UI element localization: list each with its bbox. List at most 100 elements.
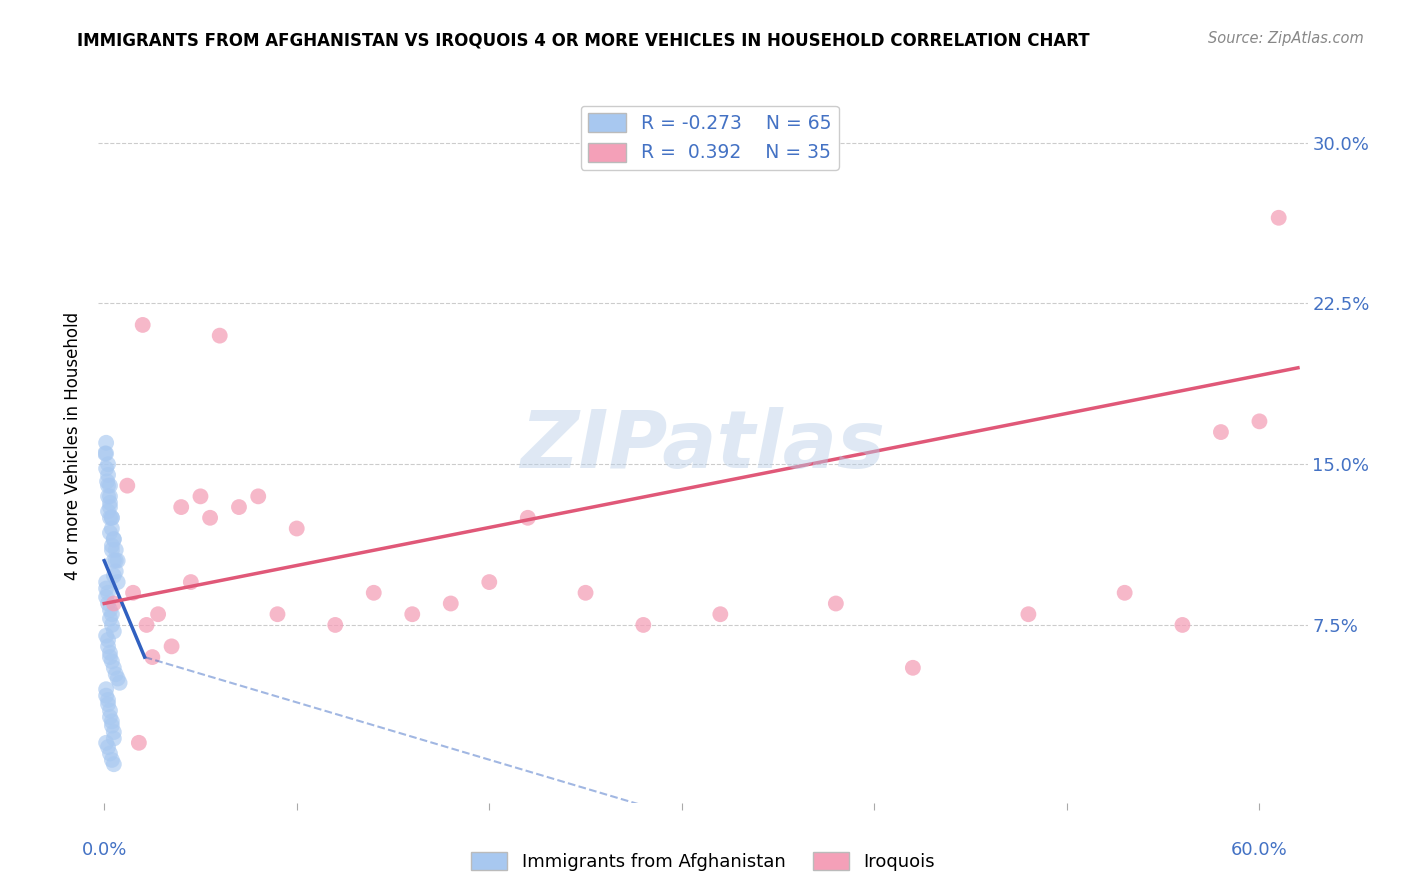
Point xyxy=(1209,425,1232,439)
Point xyxy=(633,618,655,632)
Point xyxy=(709,607,731,622)
Point xyxy=(97,640,120,654)
Point xyxy=(228,500,250,514)
Point xyxy=(103,624,125,639)
Point xyxy=(101,753,124,767)
Point xyxy=(122,586,145,600)
Text: Source: ZipAtlas.com: Source: ZipAtlas.com xyxy=(1208,31,1364,46)
Point xyxy=(94,446,117,460)
Point xyxy=(94,435,117,450)
Point xyxy=(96,475,118,489)
Point xyxy=(101,714,124,729)
Point xyxy=(94,736,117,750)
Point xyxy=(97,597,120,611)
Legend: Immigrants from Afghanistan, Iroquois: Immigrants from Afghanistan, Iroquois xyxy=(464,845,942,879)
Legend: R = -0.273    N = 65, R =  0.392    N = 35: R = -0.273 N = 65, R = 0.392 N = 35 xyxy=(581,106,839,170)
Point xyxy=(94,575,117,590)
Point xyxy=(94,689,117,703)
Point xyxy=(574,586,596,600)
Point xyxy=(101,510,124,524)
Point xyxy=(103,731,125,746)
Point xyxy=(101,654,124,668)
Point xyxy=(104,554,127,568)
Point xyxy=(103,725,125,739)
Point xyxy=(285,521,308,535)
Point xyxy=(141,650,163,665)
Point xyxy=(101,543,124,558)
Point xyxy=(108,675,131,690)
Point xyxy=(97,586,120,600)
Point xyxy=(1249,414,1271,428)
Point xyxy=(97,697,120,711)
Point xyxy=(98,710,121,724)
Point xyxy=(104,667,127,681)
Point xyxy=(180,575,202,590)
Point xyxy=(97,740,120,755)
Point xyxy=(94,590,117,604)
Point xyxy=(98,489,121,503)
Text: ZIPatlas: ZIPatlas xyxy=(520,407,886,485)
Point xyxy=(101,521,124,535)
Point xyxy=(516,510,538,524)
Point xyxy=(98,496,121,510)
Point xyxy=(1267,211,1289,225)
Point xyxy=(98,525,121,540)
Point xyxy=(97,467,120,482)
Point xyxy=(101,510,124,524)
Point xyxy=(98,646,121,660)
Point xyxy=(208,328,231,343)
Point xyxy=(98,650,121,665)
Point xyxy=(266,607,288,622)
Point xyxy=(94,629,117,643)
Point xyxy=(98,611,121,625)
Text: 0.0%: 0.0% xyxy=(82,841,127,859)
Point xyxy=(94,446,117,460)
Point xyxy=(97,632,120,647)
Point xyxy=(98,603,121,617)
Point xyxy=(103,554,125,568)
Point xyxy=(103,597,125,611)
Point xyxy=(98,704,121,718)
Point xyxy=(103,533,125,547)
Point xyxy=(478,575,501,590)
Point xyxy=(98,500,121,514)
Point xyxy=(107,575,129,590)
Point xyxy=(97,478,120,492)
Point xyxy=(824,597,846,611)
Point xyxy=(323,618,346,632)
Point xyxy=(190,489,212,503)
Point xyxy=(107,672,129,686)
Point xyxy=(98,478,121,492)
Point xyxy=(117,478,139,492)
Point xyxy=(401,607,423,622)
Point xyxy=(103,757,125,772)
Point xyxy=(146,607,169,622)
Point xyxy=(103,533,125,547)
Point xyxy=(97,504,120,518)
Point xyxy=(104,543,127,558)
Text: IMMIGRANTS FROM AFGHANISTAN VS IROQUOIS 4 OR MORE VEHICLES IN HOUSEHOLD CORRELAT: IMMIGRANTS FROM AFGHANISTAN VS IROQUOIS … xyxy=(77,31,1090,49)
Y-axis label: 4 or more Vehicles in Household: 4 or more Vehicles in Household xyxy=(65,312,83,580)
Point xyxy=(135,618,157,632)
Point xyxy=(1171,618,1194,632)
Point xyxy=(131,318,153,332)
Point xyxy=(104,565,127,579)
Point xyxy=(97,693,120,707)
Point xyxy=(170,500,193,514)
Point xyxy=(94,582,117,596)
Point xyxy=(97,457,120,471)
Point xyxy=(901,661,924,675)
Point xyxy=(98,510,121,524)
Point xyxy=(101,618,124,632)
Point xyxy=(247,489,270,503)
Point xyxy=(101,719,124,733)
Point xyxy=(98,747,121,761)
Point xyxy=(94,461,117,475)
Point xyxy=(198,510,221,524)
Point xyxy=(103,661,125,675)
Point xyxy=(101,539,124,553)
Point xyxy=(103,568,125,582)
Point xyxy=(97,489,120,503)
Point xyxy=(128,736,150,750)
Point xyxy=(160,640,183,654)
